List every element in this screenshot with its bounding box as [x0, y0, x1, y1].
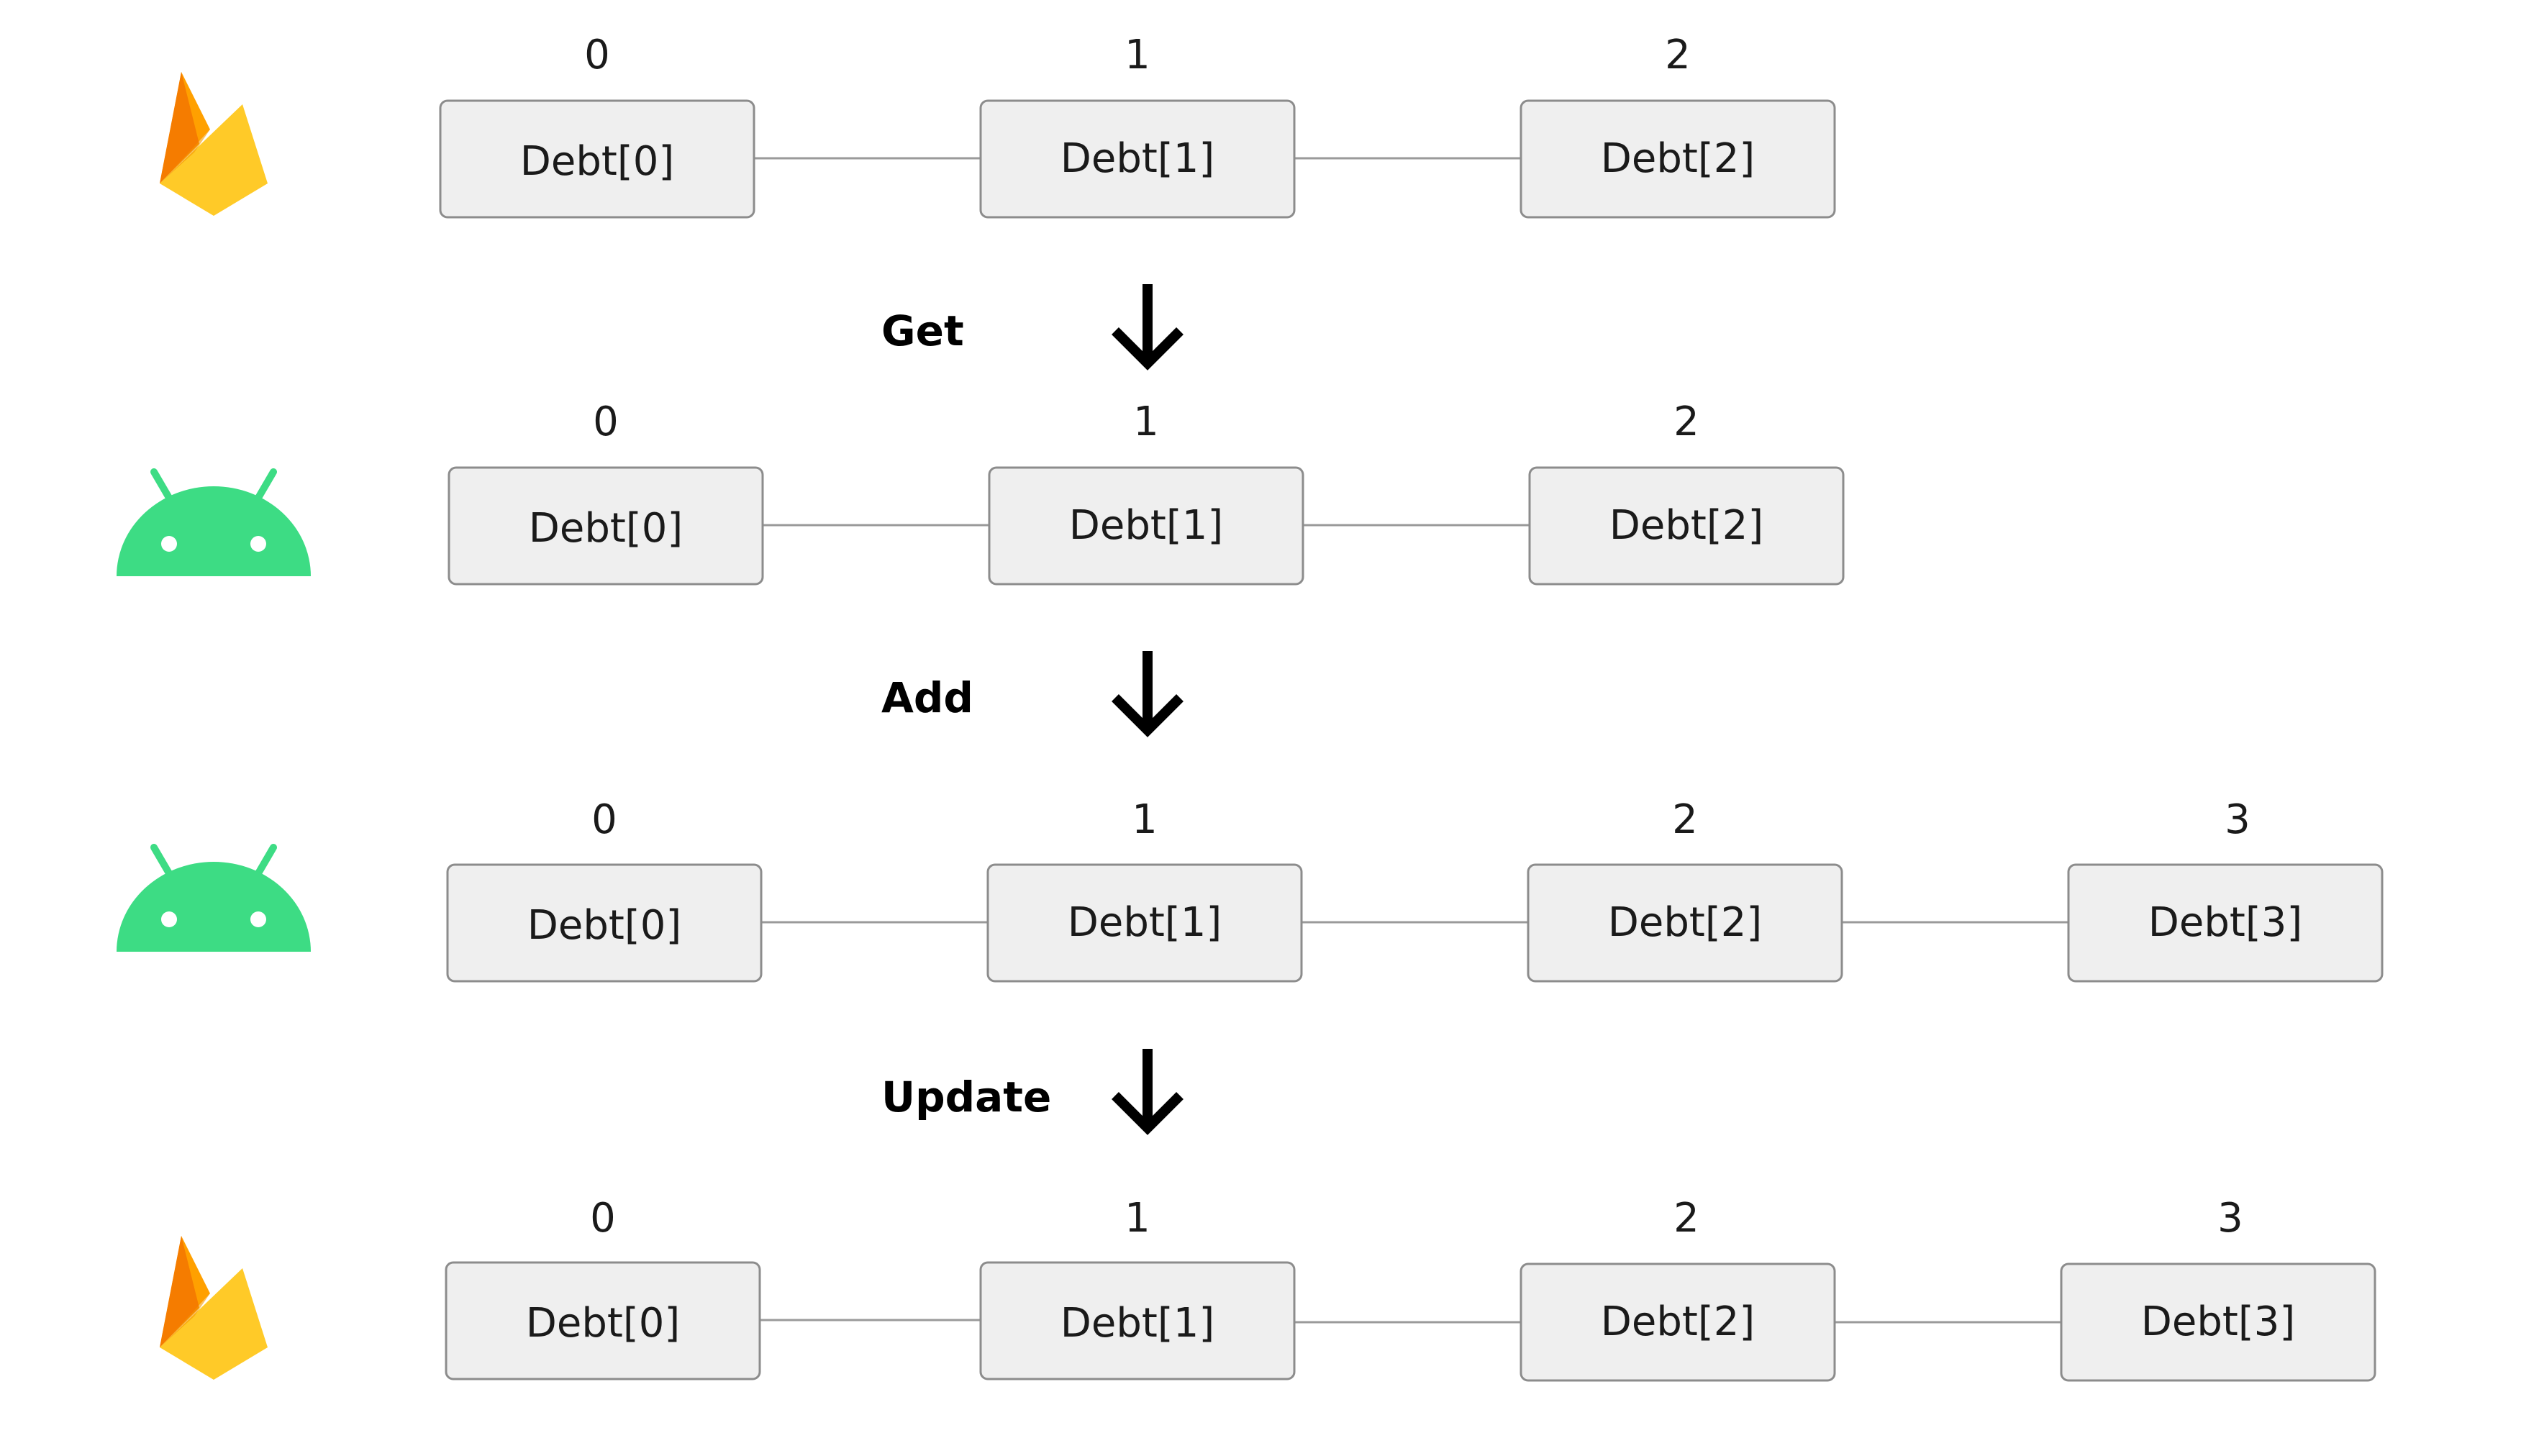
index-label: 1 — [1132, 796, 1158, 843]
index-label: 0 — [590, 1195, 616, 1242]
debt-box: Debt[0] — [446, 863, 763, 983]
debt-box: Debt[3] — [2060, 1262, 2376, 1382]
debt-box: Debt[1] — [988, 466, 1304, 586]
debt-box: Debt[1] — [979, 1261, 1296, 1380]
index-label: 0 — [591, 796, 617, 843]
debt-label: Debt[1] — [1060, 135, 1214, 182]
row-firebase-updated: 0 Debt[0] 1 Debt[1] 2 Debt[2] 3 Debt[3] — [160, 1195, 2376, 1382]
index-label: 2 — [1665, 32, 1691, 78]
debt-box: Debt[3] — [2067, 863, 2384, 983]
index-label: 0 — [593, 399, 619, 445]
index-label: 3 — [2217, 1195, 2243, 1242]
index-label: 1 — [1125, 32, 1150, 78]
index-label: 1 — [1133, 399, 1159, 445]
row-firebase-source: 0 Debt[0] 1 Debt[1] 2 Debt[2] — [160, 32, 1836, 219]
debt-label: Debt[0] — [526, 1300, 680, 1347]
firebase-icon — [160, 1236, 268, 1380]
step-label: Get — [881, 306, 964, 355]
debt-box: Debt[0] — [439, 99, 755, 219]
debt-label: Debt[2] — [1608, 899, 1762, 946]
debt-box: Debt[2] — [1520, 1262, 1836, 1382]
debt-label: Debt[1] — [1069, 502, 1223, 549]
index-label: 2 — [1673, 1195, 1699, 1242]
debt-label: Debt[0] — [527, 902, 681, 949]
arrow-down-icon — [1112, 1049, 1184, 1135]
android-icon — [117, 472, 311, 576]
index-label: 3 — [2225, 796, 2250, 843]
row-android-fetched: 0 Debt[0] 1 Debt[1] 2 Debt[2] — [117, 399, 1845, 586]
step-add: Add — [881, 651, 1184, 737]
debt-box: Debt[2] — [1520, 99, 1836, 219]
firebase-icon — [160, 72, 268, 216]
arrow-down-icon — [1112, 651, 1184, 737]
arrow-down-icon — [1112, 284, 1184, 370]
debt-box: Debt[0] — [445, 1261, 761, 1380]
debt-box: Debt[2] — [1528, 466, 1845, 586]
debt-box: Debt[2] — [1527, 863, 1843, 983]
row-android-added: 0 Debt[0] 1 Debt[1] 2 Debt[2] 3 Debt[3] — [117, 796, 2384, 983]
step-label: Update — [881, 1073, 1051, 1121]
debt-label: Debt[1] — [1060, 1300, 1214, 1347]
debt-label: Debt[3] — [2141, 1298, 2295, 1345]
index-label: 0 — [584, 32, 610, 78]
debt-box: Debt[1] — [979, 99, 1296, 219]
index-label: 1 — [1125, 1195, 1150, 1242]
debt-label: Debt[3] — [2148, 899, 2302, 946]
debt-label: Debt[2] — [1609, 502, 1763, 549]
debt-label: Debt[1] — [1068, 899, 1222, 946]
debt-label: Debt[2] — [1601, 135, 1755, 182]
android-icon — [117, 847, 311, 952]
step-update: Update — [881, 1049, 1184, 1135]
index-label: 2 — [1673, 399, 1699, 445]
debt-label: Debt[0] — [520, 138, 674, 185]
step-get: Get — [881, 284, 1184, 370]
debt-label: Debt[2] — [1601, 1298, 1755, 1345]
debt-label: Debt[0] — [529, 505, 683, 552]
step-label: Add — [881, 673, 973, 722]
debt-box: Debt[0] — [448, 466, 764, 586]
index-label: 2 — [1672, 796, 1698, 843]
debt-box: Debt[1] — [986, 863, 1303, 983]
